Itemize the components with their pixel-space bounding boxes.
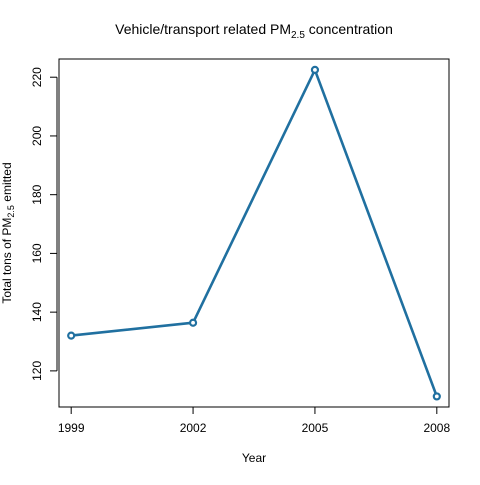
y-axis-label: Total tons of PM2.5 emitted: [0, 162, 16, 303]
x-tick-label: 2002: [180, 421, 207, 435]
x-axis-label: Year: [242, 451, 266, 465]
chart-title-subscript: 2.5: [291, 30, 305, 41]
y-tick-label: 200: [30, 126, 44, 146]
y-tick-label: 180: [30, 184, 44, 204]
y-axis-label-main: Total tons of PM: [0, 218, 14, 304]
chart-title: Vehicle/transport related PM2.5 concentr…: [115, 21, 393, 41]
x-tick-label: 2005: [302, 421, 329, 435]
plot-frame: [58, 58, 450, 408]
x-axis: 1999 2002 2005 2008: [58, 406, 450, 435]
chart-title-after: concentration: [305, 21, 393, 37]
series-line: [71, 68, 439, 397]
y-axis-label-after: emitted: [0, 162, 14, 205]
data-point: [67, 331, 76, 340]
y-axis-label-subscript: 2.5: [6, 205, 16, 218]
y-tick-label: 140: [30, 302, 44, 322]
y-tick-label: 160: [30, 243, 44, 263]
y-axis: 120 140 160 180 200 220: [30, 67, 58, 381]
x-tick-label: 2008: [423, 421, 450, 435]
chart-title-main: Vehicle/transport related PM: [115, 21, 291, 37]
series-layer: [67, 65, 441, 401]
y-tick-label: 120: [30, 361, 44, 381]
x-tick-label: 1999: [58, 421, 85, 435]
data-point: [310, 65, 320, 74]
y-tick-label: 220: [30, 67, 44, 87]
data-point: [432, 392, 441, 401]
data-point: [188, 318, 198, 327]
